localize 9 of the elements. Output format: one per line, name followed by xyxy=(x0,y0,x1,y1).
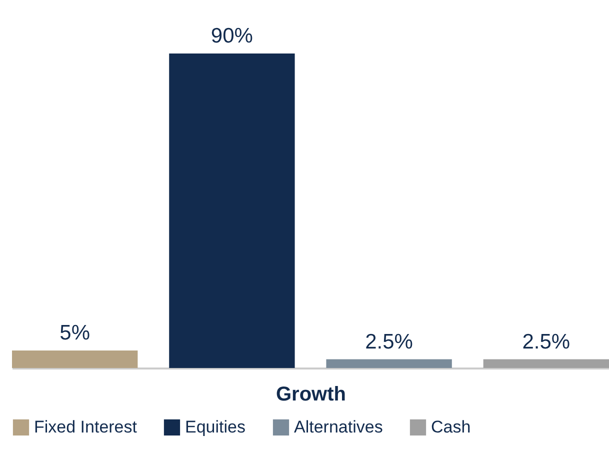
x-axis-title: Growth xyxy=(276,384,346,406)
data-label: 5% xyxy=(60,322,90,345)
legend-label: Alternatives xyxy=(294,417,383,436)
data-label: 2.5% xyxy=(365,330,413,354)
data-label: 90% xyxy=(210,24,253,48)
data-label: 2.5% xyxy=(522,330,570,354)
legend-label: Fixed Interest xyxy=(34,417,138,436)
legend-label: Cash xyxy=(431,417,471,436)
legend-label: Equities xyxy=(185,417,246,436)
